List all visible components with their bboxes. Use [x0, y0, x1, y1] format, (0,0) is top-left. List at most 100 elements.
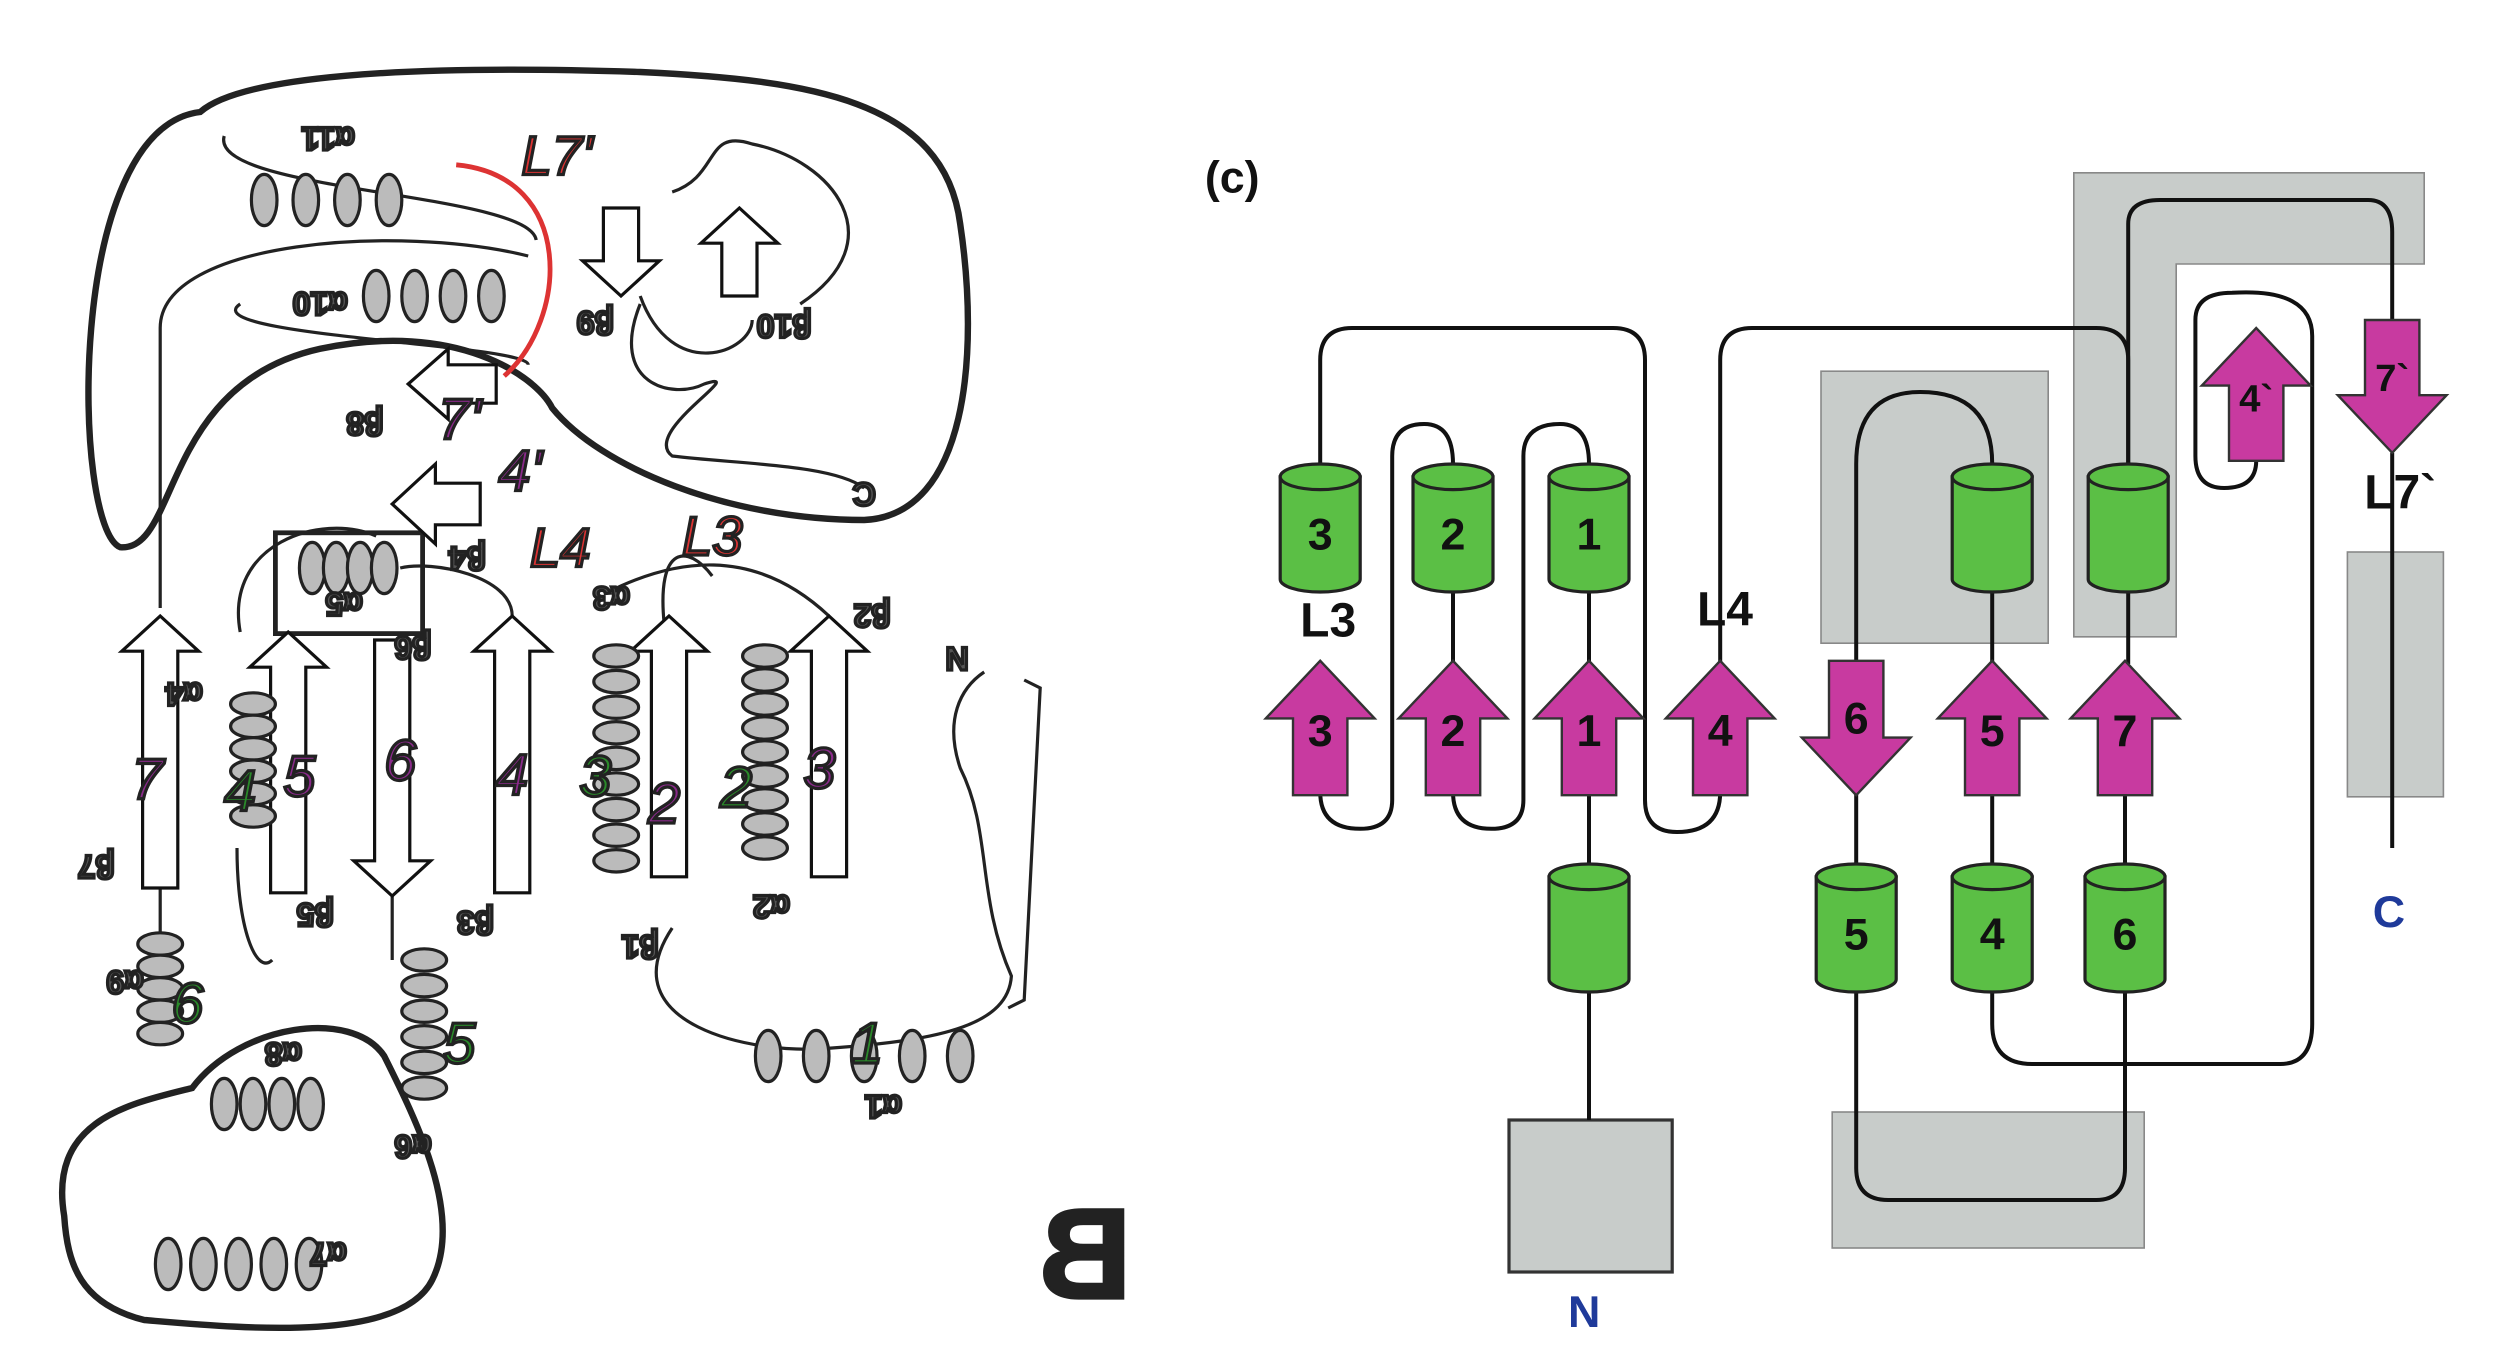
strand-arrow [1799, 659, 1914, 797]
helix-turn [400, 972, 449, 999]
helix-cylinder-top [1950, 462, 2034, 492]
helix-cylinder-top [1411, 462, 1495, 492]
strand [469, 613, 555, 895]
structure-label: N [945, 641, 968, 677]
helix-turn [741, 667, 790, 693]
helix-cylinder [1950, 475, 2034, 594]
strand-arrow [1395, 659, 1511, 797]
helix-turn [400, 1024, 449, 1050]
strand-arrow [2335, 318, 2450, 455]
annotation: L4 [530, 517, 591, 578]
annotation: 4 [224, 759, 256, 823]
helix-turn [592, 796, 641, 823]
helix-cylinder-top [1547, 462, 1631, 492]
helix-turn [229, 803, 277, 829]
helix-cylinder-top [1278, 462, 1362, 492]
helix-cylinder-top [1547, 862, 1631, 892]
structure-label: α7 [309, 1236, 346, 1272]
helix-cylinder [1547, 875, 1631, 994]
annotation: 3 [803, 737, 835, 801]
strand [349, 638, 435, 899]
structure-label: α5 [325, 586, 362, 622]
helix-turn [229, 691, 277, 717]
helix-turn [945, 1028, 975, 1084]
helix-turn [438, 268, 468, 324]
helix-turn [400, 1075, 449, 1101]
strand-arrow [2199, 326, 2314, 462]
helix-turn [297, 540, 327, 596]
structure-label: α1 [865, 1089, 902, 1125]
helix-turn [592, 643, 641, 669]
helix-turn [209, 1076, 239, 1132]
annotation: 5 [283, 745, 316, 809]
structure-label: α11 [301, 121, 355, 157]
helix-turn [189, 1236, 218, 1292]
structure-label: β5 [297, 897, 334, 933]
helix-cylinder [1950, 875, 2034, 994]
structure-label: α8 [265, 1036, 302, 1072]
loop-label: L3 [1300, 595, 1356, 648]
strand [117, 613, 203, 890]
helix-turn [374, 172, 404, 228]
helix-turn [153, 1236, 183, 1292]
helix-cylinder [1411, 475, 1495, 594]
helix-cylinder [2086, 475, 2170, 594]
strand-label: 3 [1308, 706, 1333, 756]
structure-label: β8 [346, 405, 383, 441]
structure-label: α6 [394, 1129, 431, 1165]
structure-label: β6 [394, 629, 431, 665]
helix-label: 1 [1577, 509, 1602, 559]
helix-turn [897, 1028, 927, 1084]
strand [786, 613, 872, 879]
strand [245, 629, 331, 895]
strand [578, 206, 664, 299]
structure-label: α2 [753, 889, 790, 925]
helix-turn [849, 1028, 879, 1084]
helix-turn [801, 1028, 831, 1084]
terminus-label: N [1568, 1287, 1600, 1337]
strand-arrow [1663, 659, 1778, 797]
helix-turn [592, 694, 641, 720]
helix-turn [592, 848, 641, 874]
helix-turn [400, 1049, 449, 1076]
helix-turn [224, 1236, 253, 1292]
helix-label: 2 [1441, 509, 1466, 559]
structure-label: α4 [165, 676, 203, 712]
outline [59, 1024, 446, 1331]
structure-label: β10 [757, 308, 812, 344]
annotation: L3 [682, 506, 743, 567]
annotation: 2 [719, 756, 752, 820]
domain-box [1831, 1111, 2145, 1249]
connections [1318, 198, 2395, 1202]
helix-turn [267, 1076, 297, 1132]
helix-cylinder-top [1950, 862, 2034, 892]
strand-label: 2 [1441, 706, 1466, 756]
helix-cylinder [1278, 475, 1362, 594]
helix-turn [291, 172, 321, 228]
strand [389, 460, 482, 548]
helix-cylinder-top [2086, 462, 2170, 492]
helix-cylinder [1814, 875, 1898, 994]
annotation: L7' [522, 125, 594, 186]
helix-turn [369, 540, 399, 596]
helix-turn [741, 691, 790, 717]
loop-label: L4 [1697, 583, 1753, 636]
helix-turn [400, 947, 449, 973]
helix-turn [400, 998, 449, 1024]
helix-turn [592, 822, 641, 848]
loop [158, 526, 1042, 1051]
annotation: 5 [443, 1012, 476, 1076]
helix-turn [400, 268, 429, 324]
helix-turn [136, 931, 185, 957]
strand-arrow [1531, 659, 1647, 797]
structure-label: α10 [293, 285, 348, 321]
structure-label: α9 [106, 964, 143, 1000]
annotation: 1 [851, 1012, 883, 1076]
outline [85, 66, 972, 551]
helix-turn [753, 1028, 783, 1084]
helix-turn [741, 715, 790, 741]
helix-cylinder [1547, 475, 1631, 594]
strand [626, 613, 712, 879]
strand-arrow [1263, 659, 1378, 797]
